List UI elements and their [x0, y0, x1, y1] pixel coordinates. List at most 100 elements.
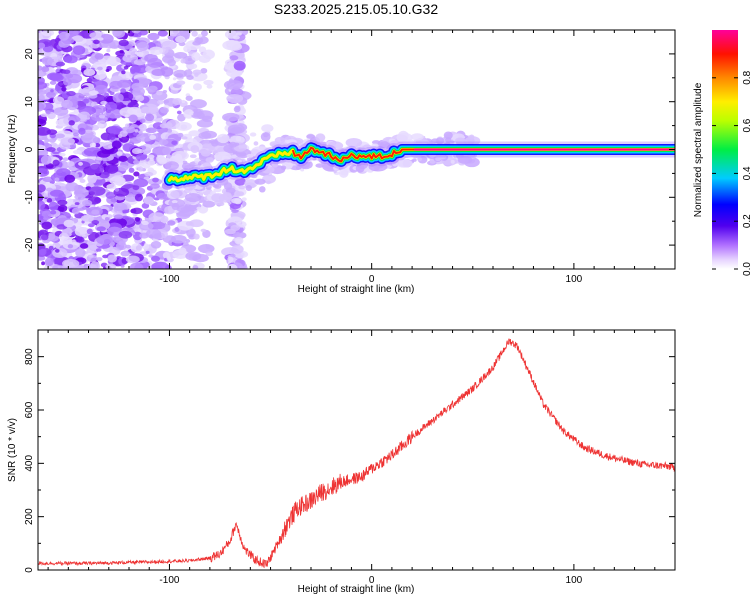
noise-blob	[157, 30, 168, 37]
spectrogram-ytick-label: -20	[24, 237, 35, 252]
noise-blob	[450, 159, 455, 164]
noise-blob	[118, 155, 128, 162]
noise-blob	[218, 201, 225, 207]
noise-blob	[79, 243, 89, 249]
noise-blob	[160, 215, 169, 223]
noise-blob	[57, 82, 64, 86]
noise-blob	[134, 193, 143, 202]
noise-blob	[55, 248, 60, 253]
noise-blob	[174, 227, 180, 232]
noise-blob	[45, 110, 51, 115]
noise-blob	[203, 79, 214, 86]
noise-blob	[192, 40, 201, 46]
noise-blob	[185, 95, 193, 101]
noise-blob	[41, 30, 55, 37]
noise-blob	[135, 95, 145, 102]
noise-blob	[91, 209, 100, 215]
noise-blob	[153, 233, 162, 240]
noise-blob	[86, 228, 93, 235]
noise-blob	[156, 99, 164, 105]
noise-blob	[202, 200, 216, 208]
noise-blob	[106, 56, 121, 66]
noise-blob	[136, 132, 154, 142]
noise-blob	[191, 30, 198, 37]
noise-blob	[465, 136, 481, 146]
noise-blob	[226, 263, 238, 269]
noise-blob	[368, 162, 388, 172]
noise-blob	[139, 118, 146, 124]
noise-blob	[134, 217, 141, 222]
noise-blob	[192, 265, 199, 269]
noise-blob	[121, 70, 126, 75]
noise-blob	[98, 171, 110, 179]
noise-blob	[223, 158, 231, 163]
noise-blob	[241, 197, 247, 202]
noise-blob	[417, 157, 423, 162]
noise-blob	[131, 207, 143, 215]
noise-blob	[188, 130, 201, 137]
snr-xtick-label: 100	[566, 575, 583, 586]
noise-blob	[38, 42, 46, 49]
noise-blob	[50, 89, 54, 93]
spectrogram-xlabel: Height of straight line (km)	[298, 284, 415, 295]
noise-blob	[132, 231, 143, 241]
noise-blob	[43, 193, 49, 198]
noise-blob	[254, 178, 266, 185]
noise-blob	[125, 255, 140, 264]
noise-blob	[265, 180, 272, 185]
noise-blob	[58, 31, 70, 41]
noise-blob	[105, 68, 110, 72]
noise-blob	[166, 256, 172, 261]
noise-blob	[115, 237, 121, 241]
noise-blob	[177, 113, 186, 122]
noise-blob	[231, 244, 244, 254]
spectrogram-ytick-label: 0	[24, 146, 35, 152]
noise-blob	[184, 192, 202, 203]
noise-blob	[105, 101, 117, 111]
colorbar-tick-label: 0.8	[742, 70, 750, 84]
noise-blob	[62, 258, 80, 268]
noise-blob	[202, 162, 212, 168]
noise-blob	[213, 187, 222, 193]
noise-blob	[205, 251, 214, 257]
noise-blob	[38, 70, 47, 77]
noise-blob	[315, 133, 326, 142]
noise-blob	[102, 141, 114, 150]
noise-blob	[171, 202, 180, 211]
noise-blob	[88, 90, 99, 96]
noise-blob	[49, 189, 65, 197]
colorbar-tick-label: 0.6	[742, 118, 750, 132]
noise-blob	[73, 188, 89, 198]
noise-blob	[190, 145, 200, 154]
noise-blob	[75, 247, 86, 258]
noise-blob	[38, 88, 47, 95]
spectrogram-ytick-label: 10	[24, 96, 35, 108]
noise-blob	[222, 192, 232, 201]
noise-blob	[148, 254, 153, 258]
noise-blob	[150, 183, 160, 189]
noise-blob	[147, 154, 155, 159]
noise-blob	[176, 110, 182, 115]
noise-blob	[38, 193, 44, 203]
noise-blob	[228, 176, 236, 183]
noise-blob	[396, 132, 413, 143]
noise-blob	[50, 210, 57, 215]
noise-blob	[192, 83, 202, 91]
snr-frame	[37, 329, 676, 571]
noise-blob	[57, 199, 68, 206]
noise-blob	[147, 85, 158, 92]
noise-blob	[177, 143, 183, 148]
noise-blob	[345, 137, 363, 148]
noise-blob	[295, 165, 302, 170]
noise-blob	[151, 255, 161, 262]
noise-blob	[131, 82, 145, 91]
noise-blob	[410, 133, 424, 141]
noise-blob	[171, 140, 178, 145]
noise-blob	[52, 265, 59, 269]
noise-blob	[134, 220, 141, 225]
noise-blob	[95, 156, 103, 161]
noise-blob	[136, 41, 149, 51]
noise-blob	[274, 136, 286, 144]
noise-blob	[71, 207, 80, 215]
